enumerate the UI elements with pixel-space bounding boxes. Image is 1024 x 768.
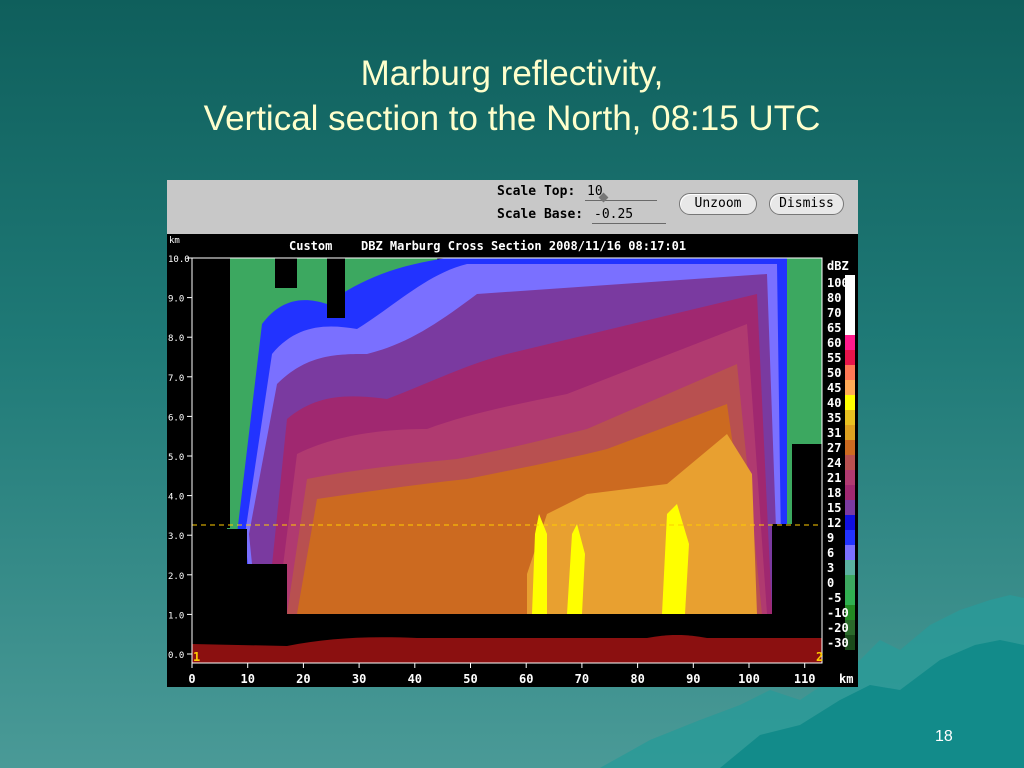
- legend-label: 27: [827, 441, 841, 455]
- y-unit-label: km: [169, 236, 180, 246]
- legend-swatch: [845, 365, 855, 380]
- legend-label: 70: [827, 306, 841, 320]
- legend-label: 60: [827, 336, 841, 350]
- y-tick-label: 5.0: [168, 453, 184, 463]
- legend-swatch: [845, 380, 855, 395]
- x-tick-label: 60: [519, 672, 533, 686]
- legend-label: 21: [827, 471, 841, 485]
- dismiss-button[interactable]: Dismiss: [769, 193, 844, 215]
- scale-base-underline: [592, 223, 666, 224]
- y-tick-label: 0.0: [168, 651, 184, 661]
- legend-label: 12: [827, 516, 841, 530]
- x-tick-label: 70: [575, 672, 589, 686]
- legend-swatch: [845, 485, 855, 500]
- x-tick-label: 90: [686, 672, 700, 686]
- header-title: DBZ Marburg Cross Section 2008/11/16 08:…: [361, 239, 686, 253]
- x-axis: 0 10 20 30 40 50 60 70 80 90 100 110: [188, 663, 816, 686]
- legend-label: -5: [827, 591, 841, 605]
- x-tick-label: 110: [794, 672, 816, 686]
- legend-label: 50: [827, 366, 841, 380]
- unzoom-button[interactable]: Unzoom: [679, 193, 757, 215]
- legend-swatch: [845, 350, 855, 365]
- legend-swatch: [845, 410, 855, 425]
- legend-swatch: [845, 395, 855, 410]
- slide-title-line2: Vertical section to the North, 08:15 UTC: [203, 99, 821, 138]
- section-start-marker: 1: [193, 650, 200, 664]
- x-tick-label: 30: [352, 672, 366, 686]
- x-tick-label: 80: [630, 672, 644, 686]
- legend-title: dBZ: [827, 259, 849, 273]
- y-tick-label: 9.0: [168, 295, 184, 305]
- legend-swatch: [845, 590, 855, 605]
- legend-label: 45: [827, 381, 841, 395]
- legend-swatch: [845, 515, 855, 530]
- legend-label: 40: [827, 396, 841, 410]
- legend-label: -30: [827, 636, 849, 650]
- legend-swatch: [845, 500, 855, 515]
- legend-swatch: [845, 275, 855, 290]
- dbz-legend: dBZ 100807065605550454035312724211815129…: [827, 259, 855, 650]
- legend-swatch: [845, 530, 855, 545]
- y-tick-label: 10.0: [168, 255, 190, 265]
- legend-swatch: [845, 440, 855, 455]
- y-tick-label: 2.0: [168, 572, 184, 582]
- legend-swatch: [845, 575, 855, 590]
- legend-label: 80: [827, 291, 841, 305]
- scale-base-input[interactable]: -0.25: [594, 207, 634, 222]
- legend-label: 0: [827, 576, 834, 590]
- legend-swatch: [845, 635, 855, 650]
- section-end-marker: 2: [816, 650, 823, 664]
- x-tick-label: 0: [188, 672, 195, 686]
- legend-label: 3: [827, 561, 834, 575]
- legend-swatch: [845, 290, 855, 305]
- x-tick-label: 10: [240, 672, 254, 686]
- legend-label: 6: [827, 546, 834, 560]
- legend-label: 24: [827, 456, 841, 470]
- y-tick-label: 6.0: [168, 413, 184, 423]
- scale-top-slider-track[interactable]: [585, 200, 657, 201]
- x-unit-label: km: [839, 672, 853, 686]
- cross-section-plot: km Custom DBZ Marburg Cross Section 2008…: [167, 234, 858, 687]
- x-tick-label: 50: [463, 672, 477, 686]
- slide-page-number: 18: [935, 728, 953, 745]
- legend-label: 55: [827, 351, 841, 365]
- legend-label: -20: [827, 621, 849, 635]
- x-tick-label: 100: [738, 672, 760, 686]
- legend-label: 18: [827, 486, 841, 500]
- legend-swatch: [845, 620, 855, 635]
- scale-top-label: Scale Top:: [497, 184, 576, 199]
- header-mode: Custom: [289, 239, 332, 253]
- legend-label: 65: [827, 321, 841, 335]
- y-tick-label: 7.0: [168, 374, 184, 384]
- legend-swatch: [845, 605, 855, 620]
- legend-swatch: [845, 545, 855, 560]
- legend-label: 100: [827, 276, 849, 290]
- y-axis: 10.0 9.0 8.0 7.0 6.0 5.0 4.0 3.0 2.0 1.0 0.0: [168, 255, 192, 661]
- y-tick-label: 8.0: [168, 334, 184, 344]
- legend-label: -10: [827, 606, 849, 620]
- slide-title-line1: Marburg reflectivity,: [360, 54, 664, 93]
- legend-label: 15: [827, 501, 841, 515]
- scale-base-label: Scale Base:: [497, 207, 584, 222]
- scale-top-input[interactable]: 10: [587, 184, 603, 199]
- radar-cross-section-window: Scale Top: 10 Scale Base: -0.25 Unzoom D…: [167, 180, 858, 687]
- legend-swatch: [845, 335, 855, 350]
- legend-label: 31: [827, 426, 841, 440]
- x-tick-label: 20: [296, 672, 310, 686]
- legend-label: 9: [827, 531, 834, 545]
- legend-swatch: [845, 425, 855, 440]
- legend-swatch: [845, 470, 855, 485]
- y-tick-label: 1.0: [168, 611, 184, 621]
- legend-swatch: [845, 320, 855, 335]
- x-tick-label: 40: [408, 672, 422, 686]
- y-tick-label: 3.0: [168, 532, 184, 542]
- legend-label: 35: [827, 411, 841, 425]
- toolbar: Scale Top: 10 Scale Base: -0.25 Unzoom D…: [167, 180, 858, 234]
- reflectivity-field: [192, 258, 822, 663]
- legend-swatch: [845, 560, 855, 575]
- legend-swatch: [845, 455, 855, 470]
- y-tick-label: 4.0: [168, 493, 184, 503]
- legend-swatch: [845, 305, 855, 320]
